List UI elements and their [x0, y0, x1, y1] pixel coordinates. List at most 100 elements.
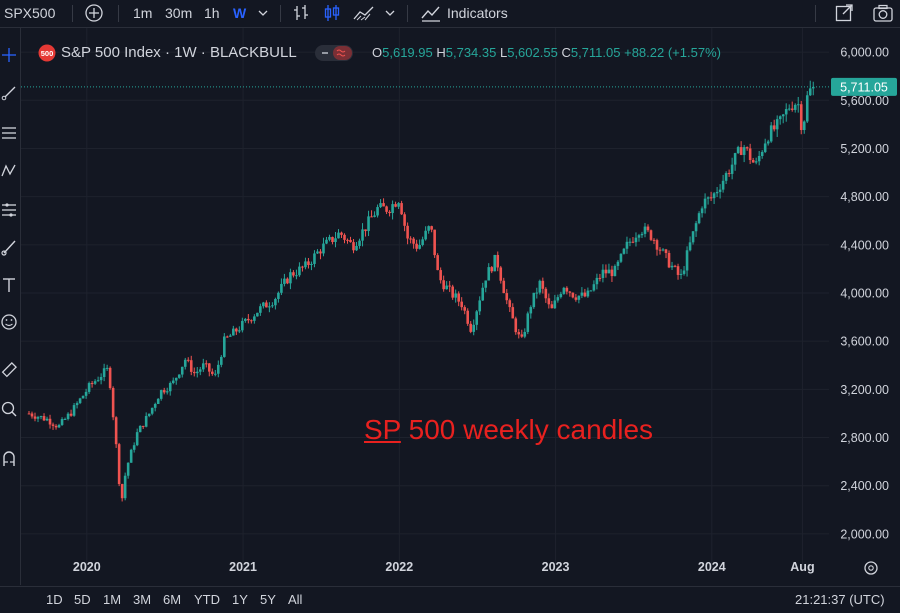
candle-body: [496, 254, 500, 268]
y-tick-label: 4,400.00: [840, 238, 889, 252]
candle-body: [562, 287, 566, 294]
range-5y[interactable]: 5Y: [260, 592, 276, 607]
candle-body: [715, 191, 719, 194]
ruler-icon[interactable]: [0, 361, 18, 379]
candle-body: [102, 368, 106, 377]
candle-body: [802, 121, 806, 131]
candle-body: [370, 216, 373, 218]
candle-body: [397, 203, 400, 207]
area-chart-type-icon[interactable]: [352, 3, 376, 23]
candle-body: [111, 387, 115, 418]
candle-body: [580, 292, 584, 296]
candle-body: [520, 334, 524, 337]
interval-1m[interactable]: 1m: [133, 5, 153, 21]
trend-line-icon[interactable]: [0, 84, 18, 102]
candle-body: [703, 198, 707, 209]
y-tick-label: 6,000.00: [840, 46, 889, 60]
candlestick-chart[interactable]: 6,000.00 5,600.00 5,200.00 4,800.00 4,400.00…: [21, 28, 900, 585]
candle-body: [457, 293, 460, 302]
candle-body: [718, 189, 722, 192]
settings-gear-icon[interactable]: [868, 565, 874, 571]
candle-body: [150, 407, 154, 414]
bar-chart-type-icon[interactable]: [291, 3, 311, 23]
candle-body: [129, 449, 133, 463]
indicators-button[interactable]: Indicators: [447, 5, 508, 21]
candle-body: [244, 318, 247, 321]
range-all[interactable]: All: [288, 592, 303, 607]
candle-body: [48, 418, 52, 425]
chevron-down-icon[interactable]: [257, 8, 269, 18]
candle-body: [192, 371, 196, 374]
range-1d[interactable]: 1D: [46, 592, 63, 607]
text-tool-icon[interactable]: [0, 276, 18, 294]
last-price-label: 5,711.05: [840, 80, 888, 94]
visibility-toggle[interactable]: [314, 44, 354, 62]
candle-body: [177, 374, 181, 378]
range-1m[interactable]: 1M: [103, 592, 122, 607]
candle-body: [247, 318, 250, 321]
toolbar-divider: [815, 5, 816, 22]
candle-body: [484, 280, 488, 288]
candle-body: [505, 293, 509, 301]
symbol-search[interactable]: SPX500: [4, 5, 56, 21]
fullscreen-icon[interactable]: [834, 3, 854, 23]
candle-body: [679, 273, 683, 275]
emoji-icon[interactable]: [0, 313, 18, 331]
range-5d[interactable]: 5D: [74, 592, 91, 607]
interval-30m[interactable]: 30m: [165, 5, 193, 21]
candle-body: [114, 417, 118, 445]
candle-body: [799, 104, 803, 131]
candle-body: [463, 307, 466, 311]
candle-body: [69, 413, 73, 416]
candle-body: [45, 418, 49, 421]
add-symbol-icon[interactable]: [84, 3, 104, 23]
indicators-icon[interactable]: [420, 3, 442, 23]
candle-body: [805, 95, 809, 122]
y-tick-label: 2,800.00: [840, 431, 889, 445]
candle-body: [475, 311, 479, 325]
range-6m[interactable]: 6M: [163, 592, 182, 607]
brush-icon[interactable]: [0, 238, 18, 256]
chart-pane[interactable]: 6,000.00 5,600.00 5,200.00 4,800.00 4,400.00…: [21, 28, 900, 585]
candle-body: [769, 125, 773, 142]
prediction-icon[interactable]: [0, 200, 18, 218]
candle-body: [499, 267, 503, 281]
magnet-icon[interactable]: [0, 450, 18, 468]
symbol-logo-icon: 500: [38, 44, 56, 62]
settings-gear-icon[interactable]: [864, 561, 878, 575]
candle-body: [159, 390, 163, 399]
candle-body: [658, 249, 662, 251]
candle-body: [757, 156, 761, 162]
candle-body: [544, 288, 548, 299]
candle-body: [409, 238, 412, 240]
pattern-icon[interactable]: [0, 162, 18, 180]
crosshair-icon[interactable]: [0, 46, 18, 64]
candles-chart-type-icon[interactable]: [322, 3, 342, 23]
camera-icon[interactable]: [872, 3, 894, 23]
candle-body: [526, 313, 530, 332]
candle-body: [550, 304, 554, 309]
utc-clock[interactable]: 21:21:37 (UTC): [795, 592, 885, 607]
candle-body: [90, 383, 94, 385]
candle-body: [259, 306, 262, 313]
interval-1h[interactable]: 1h: [204, 5, 220, 21]
range-ytd[interactable]: YTD: [194, 592, 220, 607]
fib-retracement-icon[interactable]: [0, 124, 18, 142]
range-1y[interactable]: 1Y: [232, 592, 248, 607]
interval-w[interactable]: W: [233, 5, 247, 21]
candle-body: [352, 242, 355, 251]
chevron-down-icon[interactable]: [384, 8, 396, 18]
top-toolbar: SPX500 1m 30m 1h W Indicators: [0, 0, 900, 28]
candle-body: [670, 265, 674, 268]
candle-body: [171, 380, 175, 383]
x-tick-label: 2021: [229, 560, 257, 574]
candle-body: [418, 244, 421, 249]
candle-body: [460, 301, 463, 308]
y-tick-label: 2,400.00: [840, 479, 889, 493]
toolbar-divider: [280, 5, 281, 22]
x-tick-label: 2022: [385, 560, 413, 574]
candle-body: [523, 331, 527, 337]
range-3m[interactable]: 3M: [133, 592, 152, 607]
candle-body: [589, 290, 593, 292]
zoom-icon[interactable]: [0, 400, 18, 418]
